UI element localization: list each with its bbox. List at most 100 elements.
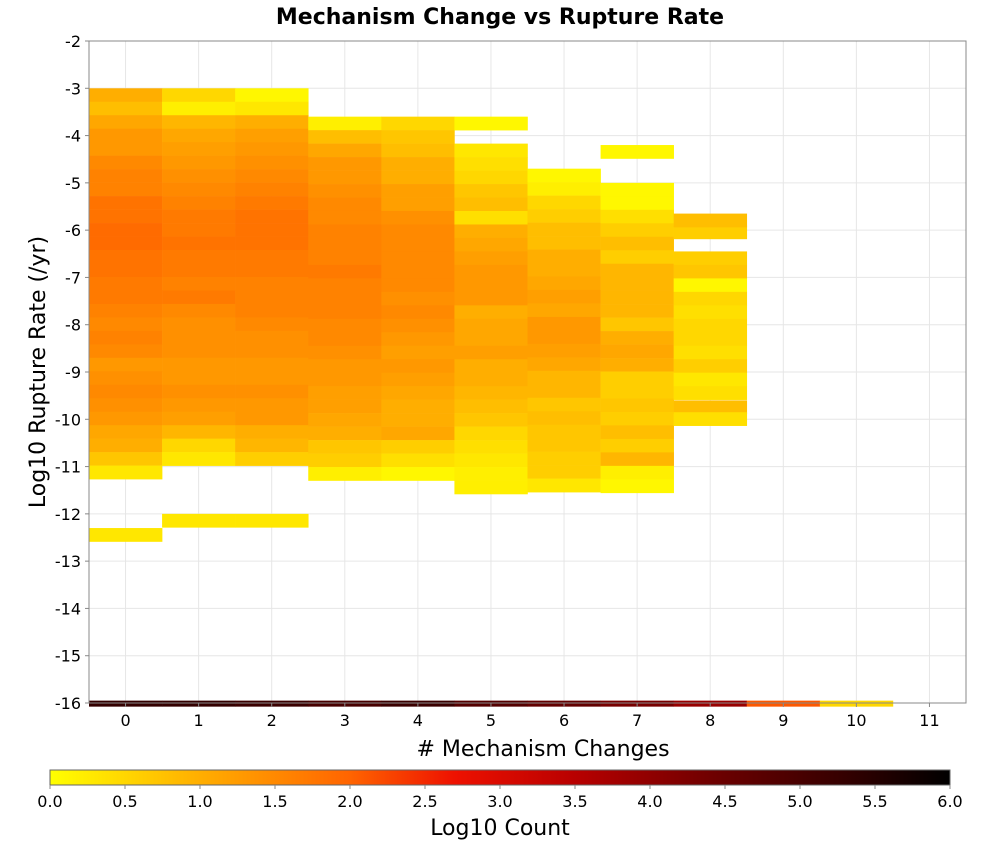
heatmap-cell bbox=[600, 465, 674, 480]
heatmap-cell bbox=[235, 250, 309, 264]
heatmap-cell bbox=[235, 411, 309, 426]
chart-title: Mechanism Change vs Rupture Rate bbox=[276, 5, 724, 30]
x-tick-label: 7 bbox=[632, 711, 642, 730]
heatmap-cell bbox=[162, 425, 236, 439]
heatmap-cell bbox=[308, 251, 382, 266]
colorbar-tick-label: 5.0 bbox=[787, 792, 812, 811]
heatmap-cell bbox=[162, 371, 236, 386]
heatmap-cell bbox=[527, 236, 601, 250]
heatmap-cell bbox=[162, 303, 236, 318]
heatmap-cell bbox=[235, 101, 309, 116]
heatmap-cell bbox=[308, 386, 382, 400]
heatmap-cell bbox=[308, 305, 382, 320]
heatmap-cell bbox=[89, 330, 163, 345]
x-axis-label: # Mechanism Changes bbox=[416, 737, 669, 762]
heatmap-cell bbox=[381, 399, 455, 414]
heatmap-cell bbox=[600, 411, 674, 426]
x-tick-label: 0 bbox=[120, 711, 130, 730]
heatmap-cell bbox=[381, 130, 455, 144]
heatmap-cell bbox=[308, 197, 382, 212]
heatmap-cell bbox=[89, 196, 163, 210]
heatmap-cell bbox=[89, 169, 163, 183]
heatmap-cell bbox=[600, 317, 674, 332]
heatmap-cell bbox=[89, 88, 163, 103]
heatmap-cell bbox=[308, 291, 382, 306]
heatmap-cell bbox=[308, 345, 382, 360]
heatmap-cell bbox=[235, 169, 309, 183]
heatmap-cell bbox=[381, 453, 455, 468]
heatmap-cell bbox=[454, 197, 528, 212]
heatmap-cell bbox=[308, 399, 382, 414]
heatmap-cell bbox=[527, 263, 601, 277]
y-axis-ticks: -2 -3 -4 -5 -6 -7 -8 -9 -10 -11 -12 -13 -14 -15 -16 bbox=[55, 32, 89, 713]
colorbar-tick-label: 1.0 bbox=[187, 792, 212, 811]
heatmap-cell bbox=[454, 157, 528, 171]
heatmap-cell bbox=[308, 467, 382, 481]
heatmap-cell bbox=[454, 453, 528, 468]
heatmap-cell bbox=[89, 452, 163, 466]
heatmap-cell bbox=[162, 155, 236, 170]
heatmap-cell bbox=[308, 278, 382, 293]
heatmap-cell bbox=[600, 145, 674, 159]
heatmap-cell bbox=[308, 116, 382, 131]
heatmap-cell bbox=[527, 249, 601, 264]
y-tick-label: -8 bbox=[65, 316, 81, 335]
heatmap-cell bbox=[308, 184, 382, 198]
heatmap-cell bbox=[162, 115, 236, 130]
y-tick-label: -10 bbox=[55, 410, 81, 429]
heatmap-cell bbox=[600, 277, 674, 291]
colorbar-tick-label: 4.5 bbox=[712, 792, 737, 811]
y-tick-label: -6 bbox=[65, 221, 81, 240]
heatmap-cell bbox=[527, 276, 601, 291]
heatmap-cell bbox=[673, 400, 748, 415]
heatmap-cell bbox=[454, 345, 528, 360]
heatmap-cell bbox=[600, 452, 674, 467]
heatmap-cell bbox=[381, 467, 455, 481]
heatmap-cell bbox=[673, 225, 748, 240]
heatmap-cell bbox=[162, 223, 236, 237]
heatmap-cell bbox=[600, 304, 674, 318]
heatmap-cell bbox=[454, 264, 528, 279]
heatmap-cell bbox=[89, 465, 163, 480]
heatmap-cell bbox=[454, 359, 528, 374]
heatmap-cell bbox=[235, 425, 309, 439]
heatmap-cell bbox=[527, 424, 601, 439]
colorbar-ticks: 0.0 0.5 1.0 1.5 2.0 2.5 3.0 3.5 4.0 4.5 5.0 5.5 6.0 bbox=[37, 785, 963, 811]
heatmap-cell bbox=[600, 331, 674, 345]
heatmap-cell bbox=[454, 386, 528, 400]
heatmap-cell bbox=[89, 357, 163, 372]
heatmap-cell bbox=[381, 116, 455, 131]
heatmap-cell bbox=[527, 195, 601, 210]
heatmap-cell bbox=[527, 303, 601, 318]
heatmap-cell bbox=[162, 330, 236, 345]
heatmap-cell bbox=[89, 236, 163, 251]
heatmap-cell bbox=[308, 130, 382, 144]
heatmap-cell bbox=[235, 236, 309, 251]
x-tick-label: 5 bbox=[486, 711, 496, 730]
heatmap-cell bbox=[235, 513, 309, 528]
heatmap-cell bbox=[235, 384, 309, 399]
heatmap-cell bbox=[381, 157, 455, 171]
heatmap-cell bbox=[89, 411, 163, 426]
heatmap-cell bbox=[600, 438, 674, 453]
colorbar-tick-label: 3.0 bbox=[487, 792, 512, 811]
heatmap-cell bbox=[454, 278, 528, 293]
heatmap-cell bbox=[89, 155, 163, 170]
heatmap-cell bbox=[454, 426, 528, 441]
heatmap-cell bbox=[162, 411, 236, 426]
y-axis-label: Log10 Rupture Rate (/yr) bbox=[26, 236, 51, 508]
heatmap-cell bbox=[235, 290, 309, 305]
heatmap-cell bbox=[600, 236, 674, 251]
colorbar-label: Log10 Count bbox=[430, 816, 570, 841]
heatmap-cell bbox=[527, 451, 601, 466]
heatmap-cell bbox=[673, 213, 748, 228]
heatmap-cell bbox=[89, 528, 163, 542]
heatmap-cell bbox=[673, 305, 748, 320]
heatmap-cell bbox=[381, 359, 455, 374]
heatmap-cell bbox=[454, 440, 528, 454]
heatmap-cell bbox=[381, 210, 455, 225]
heatmap-cell bbox=[600, 344, 674, 359]
heatmap-cell bbox=[308, 170, 382, 185]
heatmap-cell bbox=[162, 236, 236, 251]
heatmap-cell bbox=[527, 316, 601, 331]
